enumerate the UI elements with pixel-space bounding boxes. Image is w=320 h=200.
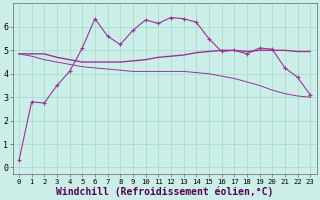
X-axis label: Windchill (Refroidissement éolien,°C): Windchill (Refroidissement éolien,°C)	[56, 186, 273, 197]
